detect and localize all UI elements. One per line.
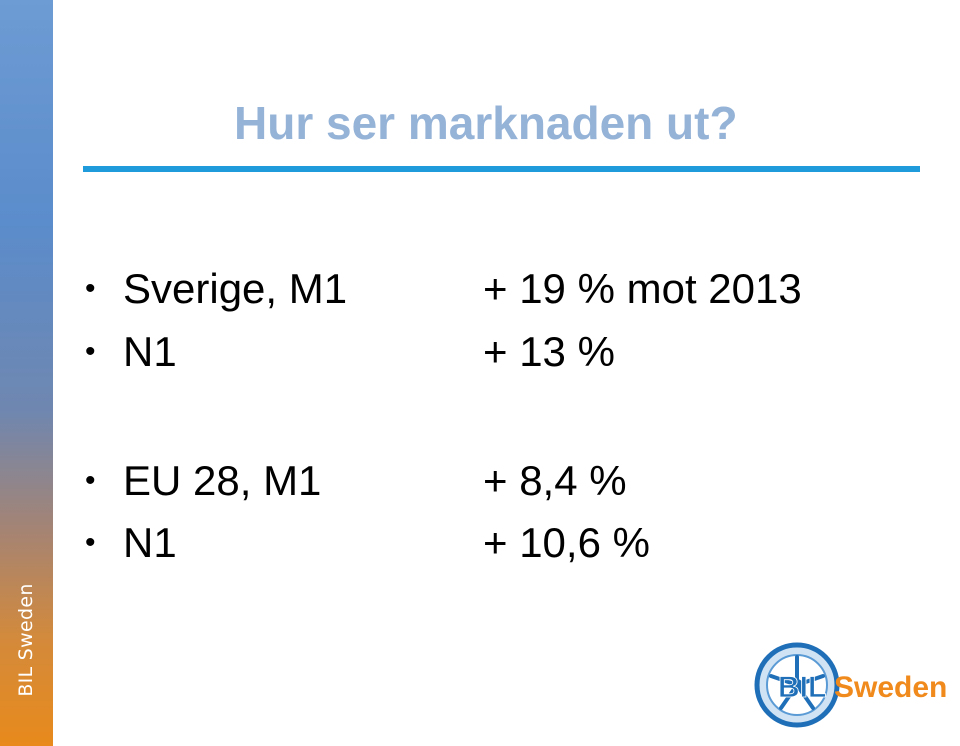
bullet-dot-icon: • [85,272,96,305]
wheel-icon [754,642,840,728]
bullet-value: + 13 % [483,328,615,375]
side-bar: BIL Sweden [0,0,53,746]
bullet-dot-icon: • [85,464,96,497]
bullet-label: Sverige, M1 [123,265,348,312]
bullet-dot-icon: • [85,335,96,368]
logo-text-sweden: Sweden [834,671,947,704]
bullet-label: N1 [123,328,177,375]
bullet-value: + 10,6 % [483,519,650,566]
side-bar-label: BIL Sweden [15,583,37,697]
bullet-dot-icon: • [85,526,96,559]
bullet-label: N1 [123,519,177,566]
bullet-value: + 19 % mot 2013 [483,265,802,312]
bil-sweden-logo: BIL Sweden [754,642,947,728]
logo-text-bil: BIL [778,671,826,704]
title-divider [83,166,920,172]
bullet-value: + 8,4 % [483,457,627,504]
slide-title: Hur ser marknaden ut? [234,97,738,149]
bullet-label: EU 28, M1 [123,457,322,504]
